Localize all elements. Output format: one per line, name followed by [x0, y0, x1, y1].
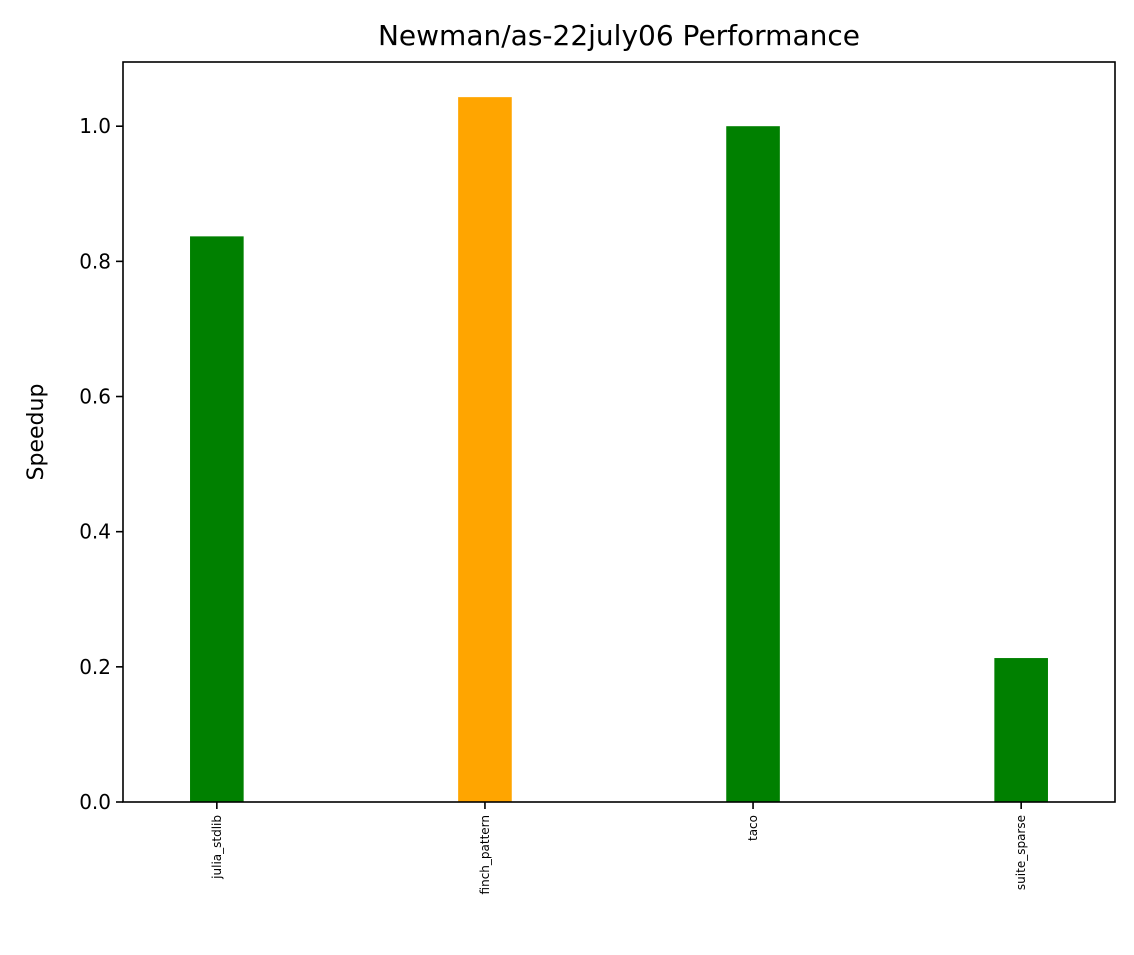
y-tick-label: 0.8	[79, 249, 111, 273]
x-axis-ticks: julia_stdlib finch_pattern taco suite_spars…	[210, 802, 1028, 894]
chart-title: Newman/as-22july06 Performance	[378, 19, 860, 52]
y-tick-label: 0.0	[79, 790, 111, 814]
bars-layer	[190, 97, 1048, 803]
y-tick-label: 0.2	[79, 655, 111, 679]
x-tick-label: suite_sparse	[1014, 815, 1028, 890]
bar-julia_stdlib	[190, 236, 244, 803]
bar-finch_pattern	[458, 97, 512, 802]
y-tick-label: 0.4	[79, 520, 111, 544]
y-axis-ticks: 0.0 0.2 0.4 0.6 0.8 1.0	[79, 114, 123, 814]
y-axis-label: Speedup	[24, 384, 49, 481]
bar-taco	[726, 126, 780, 802]
y-tick-label: 0.6	[79, 385, 111, 409]
x-tick-label: julia_stdlib	[210, 815, 224, 880]
bar-suite_sparse	[994, 658, 1048, 802]
x-tick-label: finch_pattern	[478, 815, 492, 894]
y-tick-label: 1.0	[79, 114, 111, 138]
plot-frame	[122, 61, 1116, 803]
x-tick-label: taco	[746, 815, 760, 841]
